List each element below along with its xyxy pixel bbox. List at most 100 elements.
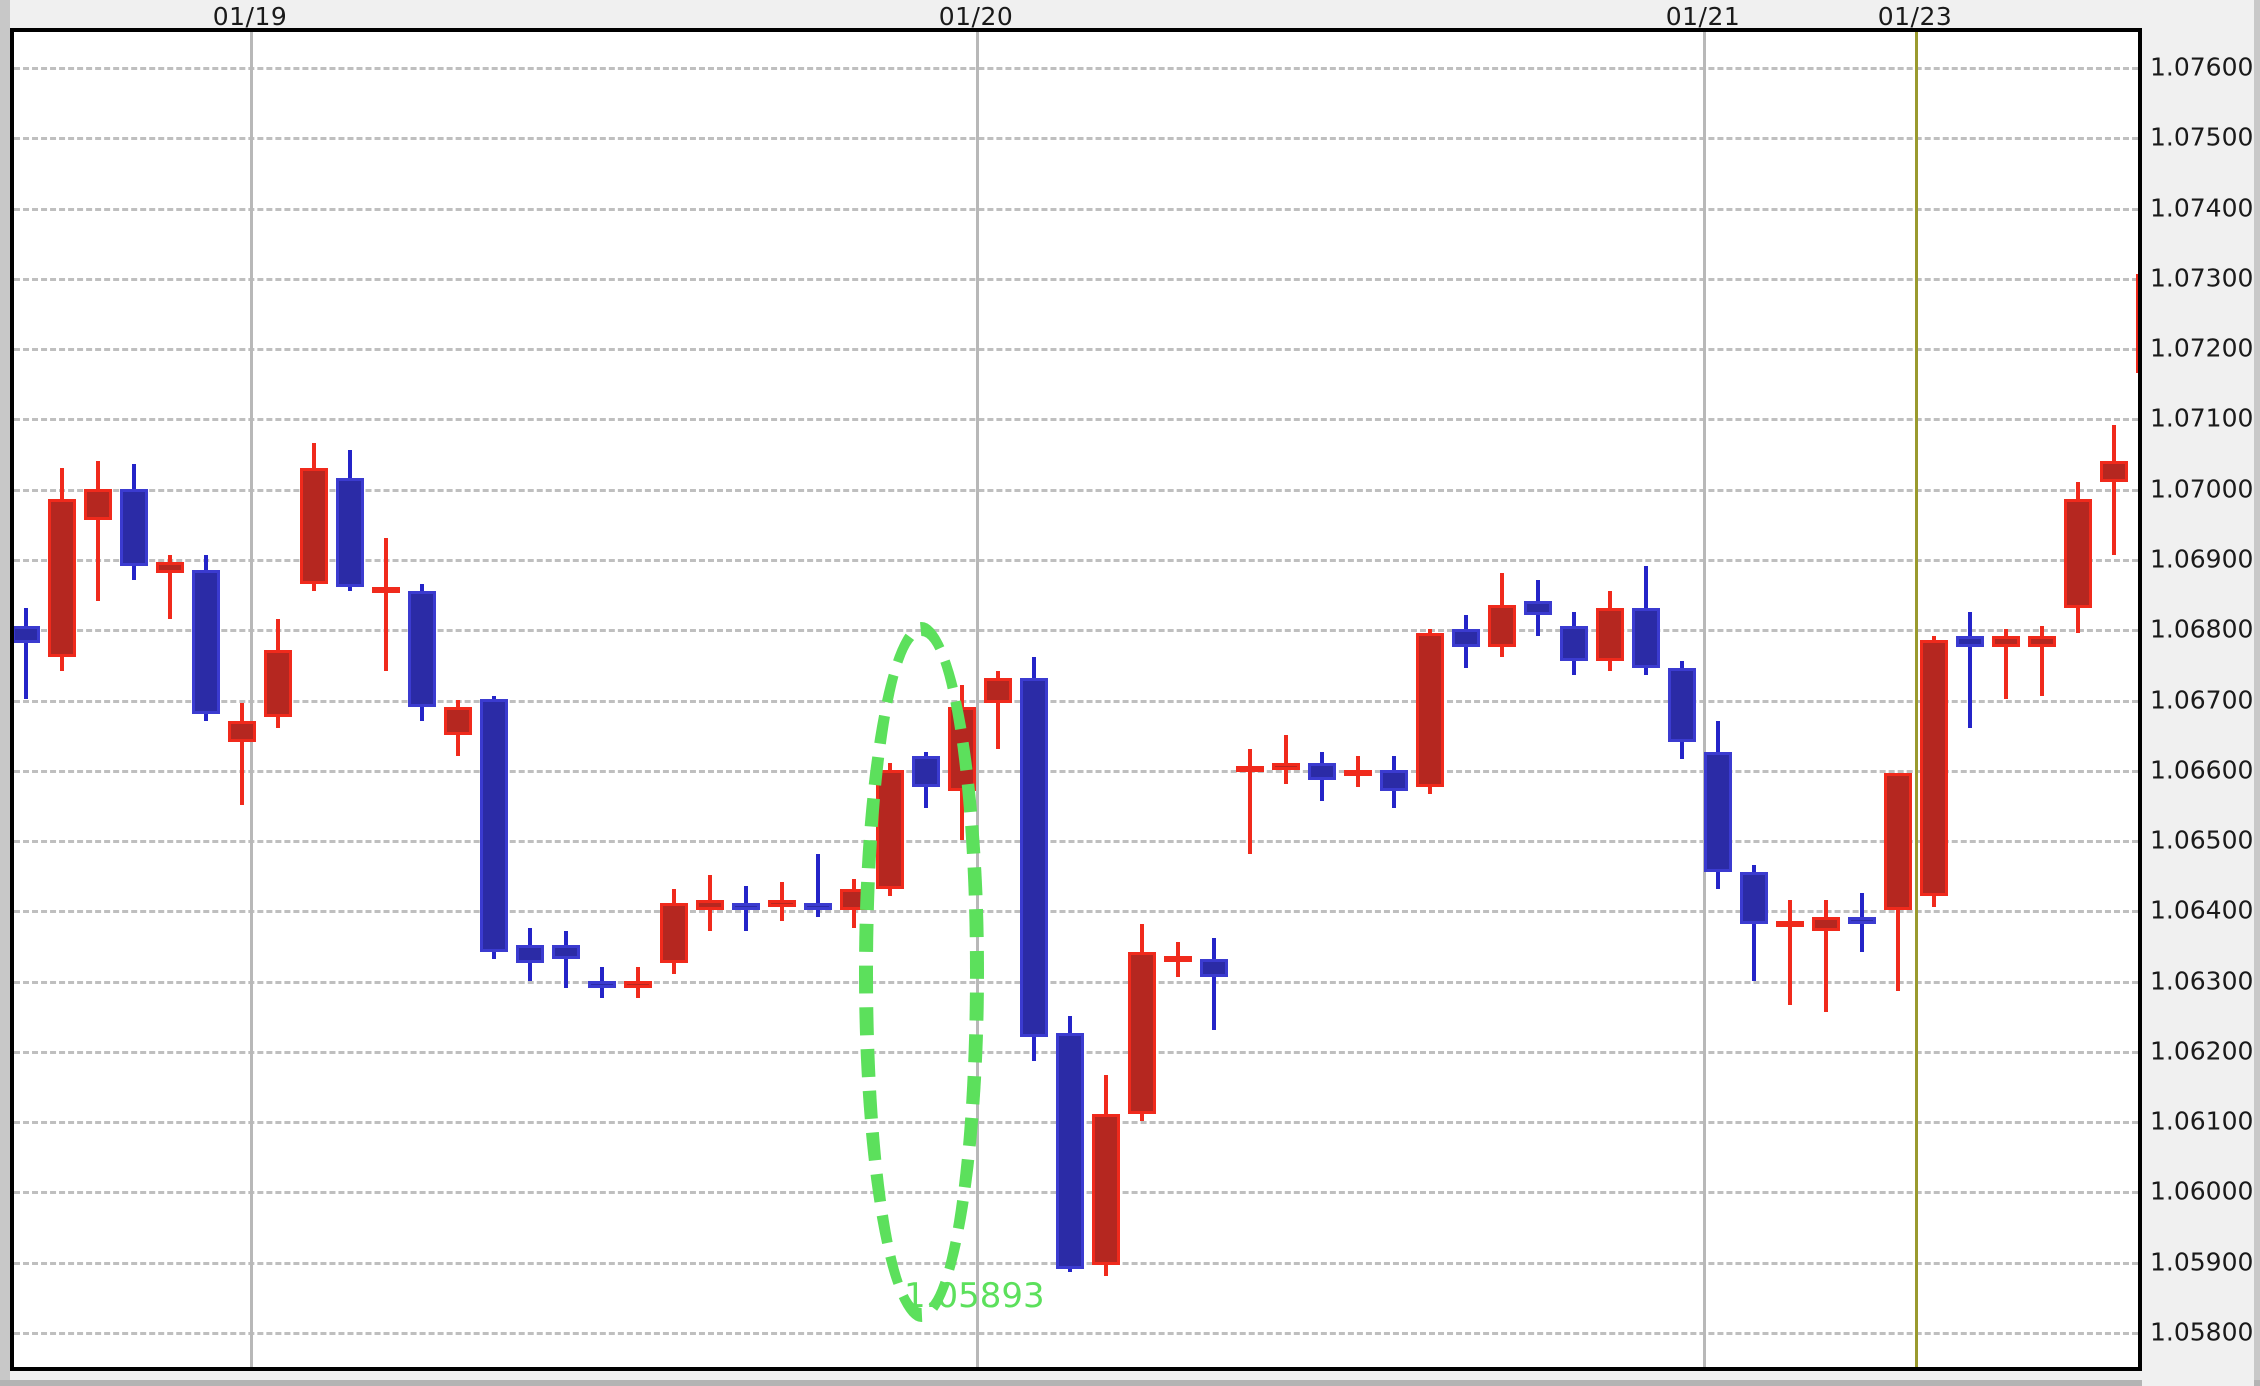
gridline-horizontal <box>14 207 2138 211</box>
candlestick <box>120 464 148 581</box>
candle-body <box>372 587 400 594</box>
candle-body <box>336 478 364 588</box>
candle-body <box>1992 636 2020 647</box>
price-axis-label: 1.06500 <box>2150 825 2254 855</box>
candle-wick <box>996 671 1000 749</box>
gridline-vertical <box>1703 32 1706 1367</box>
plot-area[interactable]: 1.05893 <box>14 32 2138 1367</box>
gridline-horizontal <box>14 1331 2138 1335</box>
candlestick <box>1200 938 1228 1030</box>
candle-body <box>1056 1033 1084 1269</box>
price-axis: 1.07600 1.07500 1.07400 1.07300 1.07200 1.071… <box>2142 0 2254 1386</box>
candle-body <box>948 706 976 791</box>
candle-wick <box>2004 629 2008 700</box>
price-axis-label: 1.07600 <box>2150 52 2254 82</box>
candle-body <box>1632 608 1660 668</box>
candle-body <box>120 488 148 566</box>
candlestick <box>264 618 292 728</box>
candle-body <box>804 903 832 911</box>
candle-body <box>1560 625 1588 661</box>
gridline-horizontal <box>14 980 2138 984</box>
candlestick <box>1704 720 1732 890</box>
candle-wick <box>168 555 172 619</box>
candlestick <box>408 583 436 721</box>
candle-body <box>1776 920 1804 927</box>
candle-body <box>84 488 112 521</box>
candlestick <box>2100 425 2128 556</box>
candlestick <box>624 966 652 999</box>
candle-wick <box>1248 748 1252 855</box>
candle-body <box>2136 274 2138 373</box>
candle-wick <box>2040 625 2044 696</box>
candlestick <box>1452 615 1480 668</box>
candle-body <box>1020 678 1048 1037</box>
candle-body <box>444 706 472 735</box>
candlestick <box>1380 755 1408 809</box>
candle-wick <box>96 460 100 602</box>
candle-body <box>1200 959 1228 978</box>
candle-body <box>1416 632 1444 788</box>
candle-body <box>2064 499 2092 609</box>
candle-body <box>1704 752 1732 872</box>
candle-wick <box>1212 938 1216 1030</box>
candle-wick <box>1788 899 1792 1006</box>
candle-body <box>768 899 796 907</box>
candle-body <box>408 590 436 707</box>
candle-body <box>192 569 220 714</box>
candlestick <box>840 878 868 928</box>
candlestick <box>516 927 544 981</box>
candlestick <box>300 443 328 591</box>
candlestick <box>1128 924 1156 1122</box>
price-axis-label: 1.07000 <box>2150 474 2254 504</box>
price-axis-label: 1.06100 <box>2150 1106 2254 1136</box>
candle-body <box>552 945 580 960</box>
candlestick <box>984 671 1012 749</box>
candlestick <box>1776 899 1804 1006</box>
candle-body <box>300 467 328 584</box>
candlestick <box>1272 734 1300 784</box>
candlestick <box>1956 611 1984 728</box>
candlestick <box>1596 590 1624 672</box>
candle-wick <box>1824 899 1828 1013</box>
candle-body <box>660 903 688 963</box>
gridline-horizontal <box>14 67 2138 71</box>
candle-wick <box>564 931 568 988</box>
candle-body <box>1524 601 1552 616</box>
candlestick <box>372 537 400 672</box>
candle-body <box>156 562 184 573</box>
price-axis-label: 1.06400 <box>2150 895 2254 925</box>
candlestick <box>1632 566 1660 675</box>
candlestick <box>156 555 184 619</box>
gridline-vertical-accent <box>1915 32 1918 1367</box>
candlestick <box>696 875 724 932</box>
price-axis-label: 1.07100 <box>2150 403 2254 433</box>
candle-body <box>1164 955 1192 962</box>
date-axis-label: 01/21 <box>1665 2 1741 31</box>
plot-frame[interactable]: 1.05893 <box>10 28 2142 1371</box>
candle-body <box>1956 636 1984 647</box>
window-bottom-edge <box>0 1380 2260 1386</box>
candlestick <box>444 699 472 756</box>
candlestick <box>1092 1075 1120 1276</box>
candlestick <box>14 608 40 700</box>
gridline-horizontal <box>14 629 2138 633</box>
candlestick <box>1056 1015 1084 1273</box>
date-axis-label: 01/23 <box>1877 2 1953 31</box>
candlestick <box>1740 864 1768 981</box>
price-axis-label: 1.06900 <box>2150 544 2254 574</box>
gridline-horizontal <box>14 488 2138 492</box>
candle-body <box>624 980 652 988</box>
gridline-horizontal <box>14 277 2138 281</box>
candlestick <box>2136 257 2138 457</box>
gridline-horizontal <box>14 137 2138 141</box>
price-axis-label: 1.05800 <box>2150 1317 2254 1347</box>
candlestick <box>948 685 976 841</box>
candlestick <box>48 467 76 672</box>
candlestick <box>552 931 580 988</box>
candlestick <box>336 450 364 591</box>
price-axis-label: 1.07200 <box>2150 333 2254 363</box>
candlestick <box>1812 899 1840 1013</box>
candle-wick <box>816 854 820 918</box>
gridline-vertical <box>976 32 979 1367</box>
